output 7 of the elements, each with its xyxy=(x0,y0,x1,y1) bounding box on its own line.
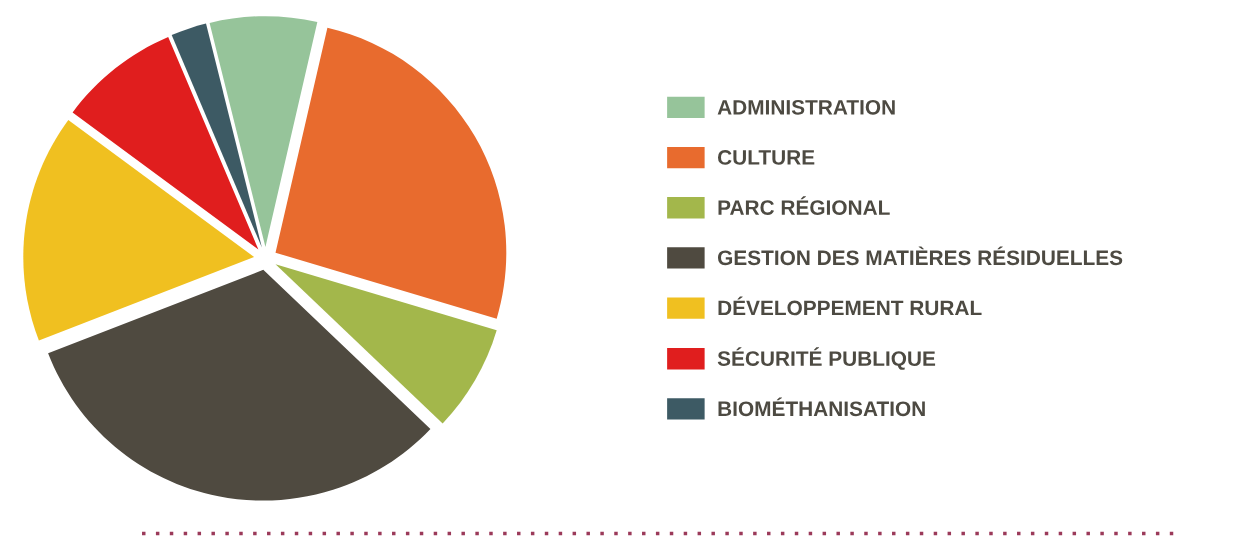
legend-label: DÉVELOPPEMENT RURAL xyxy=(718,296,982,316)
legend-label: ADMINISTRATION xyxy=(717,99,895,115)
legend-label: CULTURE xyxy=(717,150,815,165)
legend-label: BIOMÉTHANISATION xyxy=(718,397,925,417)
legend-label: GESTION DES MATIÈRES RÉSIDUELLES xyxy=(717,246,1123,266)
legend-label: PARC RÉGIONAL xyxy=(718,196,890,215)
legend-label: SÉCURITÉ PUBLIQUE xyxy=(717,347,936,370)
